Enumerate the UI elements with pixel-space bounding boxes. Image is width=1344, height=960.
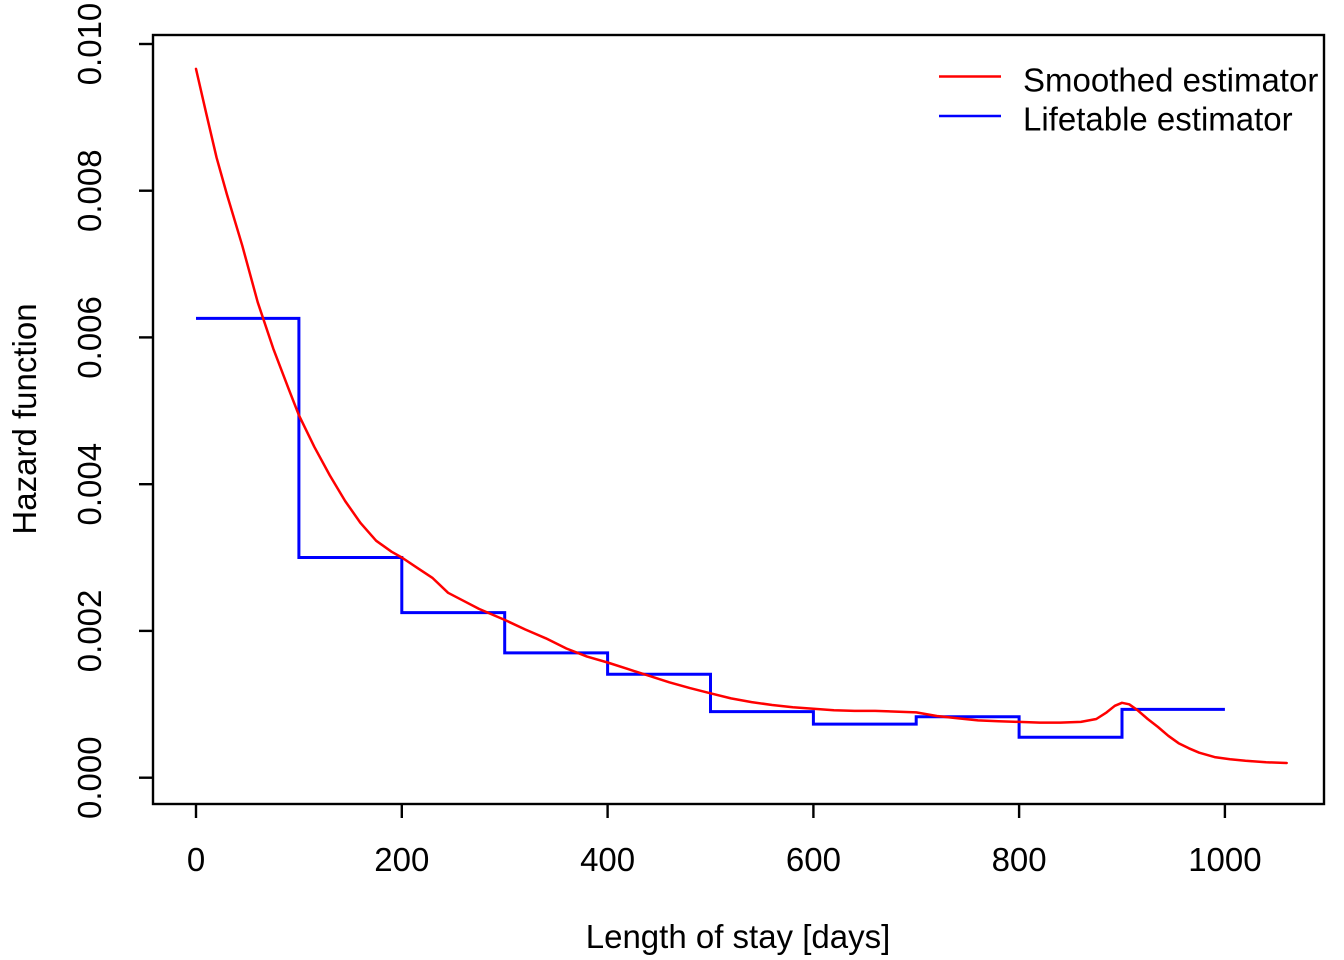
plot-box	[151, 33, 1326, 806]
x-axis-title: Length of stay [days]	[586, 918, 891, 955]
y-tick-label: 0.002	[71, 590, 108, 673]
y-tick-label: 0.008	[71, 149, 108, 232]
y-axis: 0.000 0.002 0.004 0.006 0.008 0.010	[71, 3, 153, 819]
x-tick-label: 800	[992, 841, 1047, 878]
x-tick-label: 600	[786, 841, 841, 878]
smoothed-estimator-line	[194, 67, 1288, 765]
x-tick-label: 400	[580, 841, 635, 878]
legend-smoothed-label: Smoothed estimator	[1023, 62, 1318, 99]
y-tick-label: 0.004	[71, 443, 108, 526]
x-axis: 0 200 400 600 800 1000	[187, 804, 1262, 878]
x-tick-label: 0	[187, 841, 205, 878]
legend: Smoothed estimator Lifetable estimator	[939, 62, 1318, 138]
legend-lifetable-label: Lifetable estimator	[1023, 101, 1293, 138]
lifetable-estimator-line	[196, 316, 1225, 739]
y-tick-label: 0.006	[71, 296, 108, 379]
y-tick-label: 0.010	[71, 3, 108, 86]
x-tick-label: 200	[374, 841, 429, 878]
y-axis-title: Hazard function	[6, 303, 43, 534]
series-lines	[194, 67, 1288, 765]
x-tick-label: 1000	[1188, 841, 1261, 878]
y-tick-label: 0.000	[71, 736, 108, 819]
